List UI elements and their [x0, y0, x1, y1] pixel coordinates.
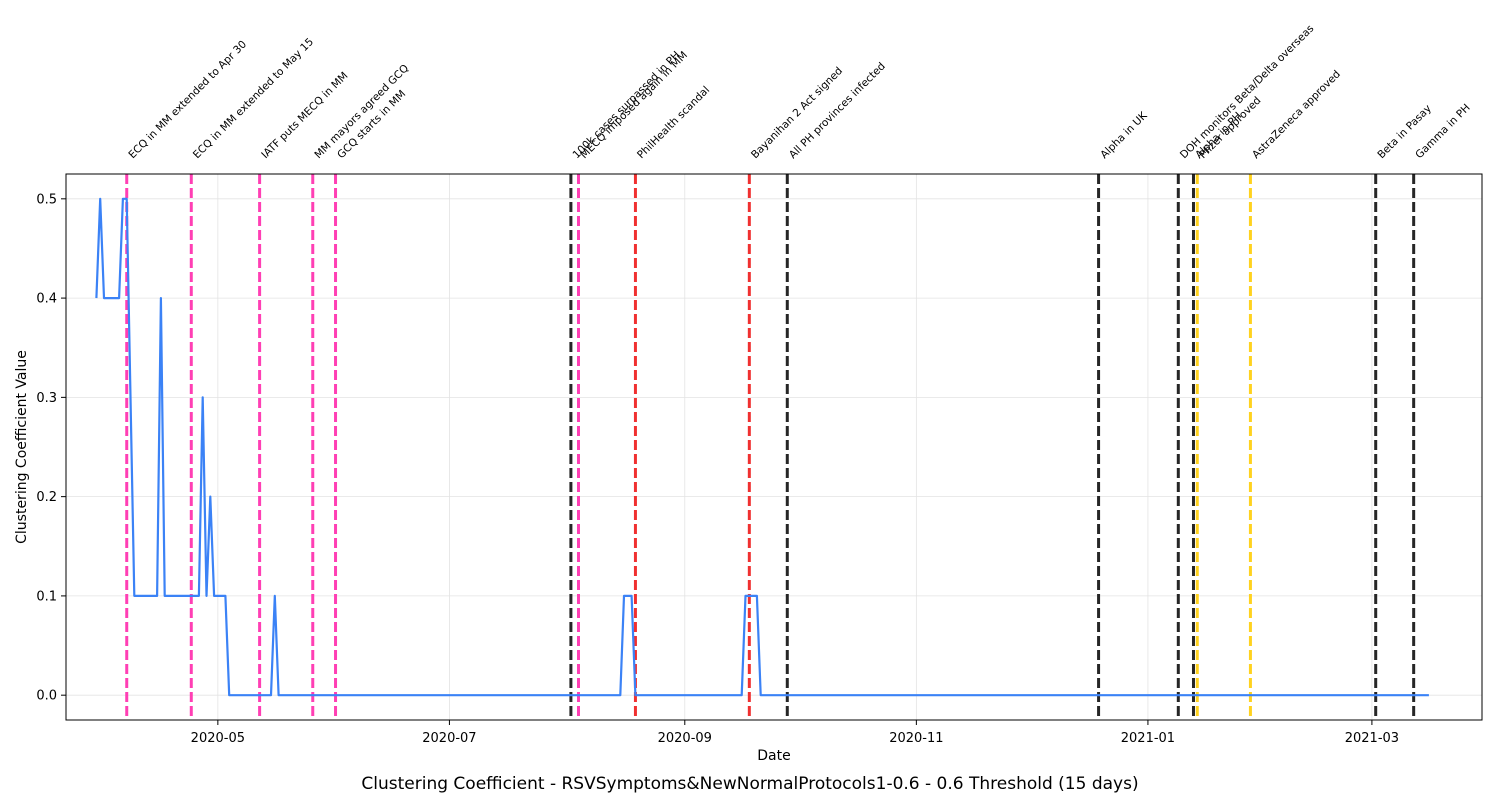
x-tick-label: 2021-03	[1345, 731, 1399, 746]
x-tick-label: 2020-07	[422, 731, 476, 746]
event-label: ECQ in MM extended to May 15	[191, 36, 316, 161]
plot-frame	[65, 173, 1483, 721]
y-tick-label: 0.3	[36, 391, 57, 406]
y-tick-label: 0.4	[36, 292, 57, 307]
x-tick-label: 2020-05	[191, 731, 245, 746]
y-tick-label: 0.1	[36, 589, 57, 604]
x-axis-label: Date	[757, 748, 790, 764]
event-lines	[125, 174, 1416, 720]
grid-lines	[66, 174, 1482, 720]
y-axis-label: Clustering Coefficient Value	[14, 350, 30, 544]
y-tick-label: 0.0	[36, 689, 57, 704]
event-label: DOH monitors Beta/Delta overseas	[1178, 23, 1316, 161]
chart-title: Clustering Coefficient - RSVSymptoms&New…	[361, 774, 1138, 794]
x-tick-label: 2020-09	[658, 731, 712, 746]
event-label: MM mayors agreed GCQ	[312, 62, 411, 161]
x-tick-label: 2021-01	[1121, 731, 1175, 746]
series-line	[95, 197, 1429, 697]
event-label: MECQ imposed again in MM	[578, 49, 690, 161]
series-layer	[95, 197, 1429, 697]
axis-ticks: 2020-05 2020-07 2020-09 2020-11 2021-01 2021-…	[36, 192, 1399, 746]
y-tick-label: 0.5	[36, 192, 57, 207]
event-label: Alpha in UK	[1098, 109, 1150, 161]
x-tick-label: 2020-11	[889, 731, 943, 746]
y-tick-label: 0.2	[36, 490, 57, 505]
event-label: ECQ in MM extended to Apr 30	[126, 38, 249, 161]
